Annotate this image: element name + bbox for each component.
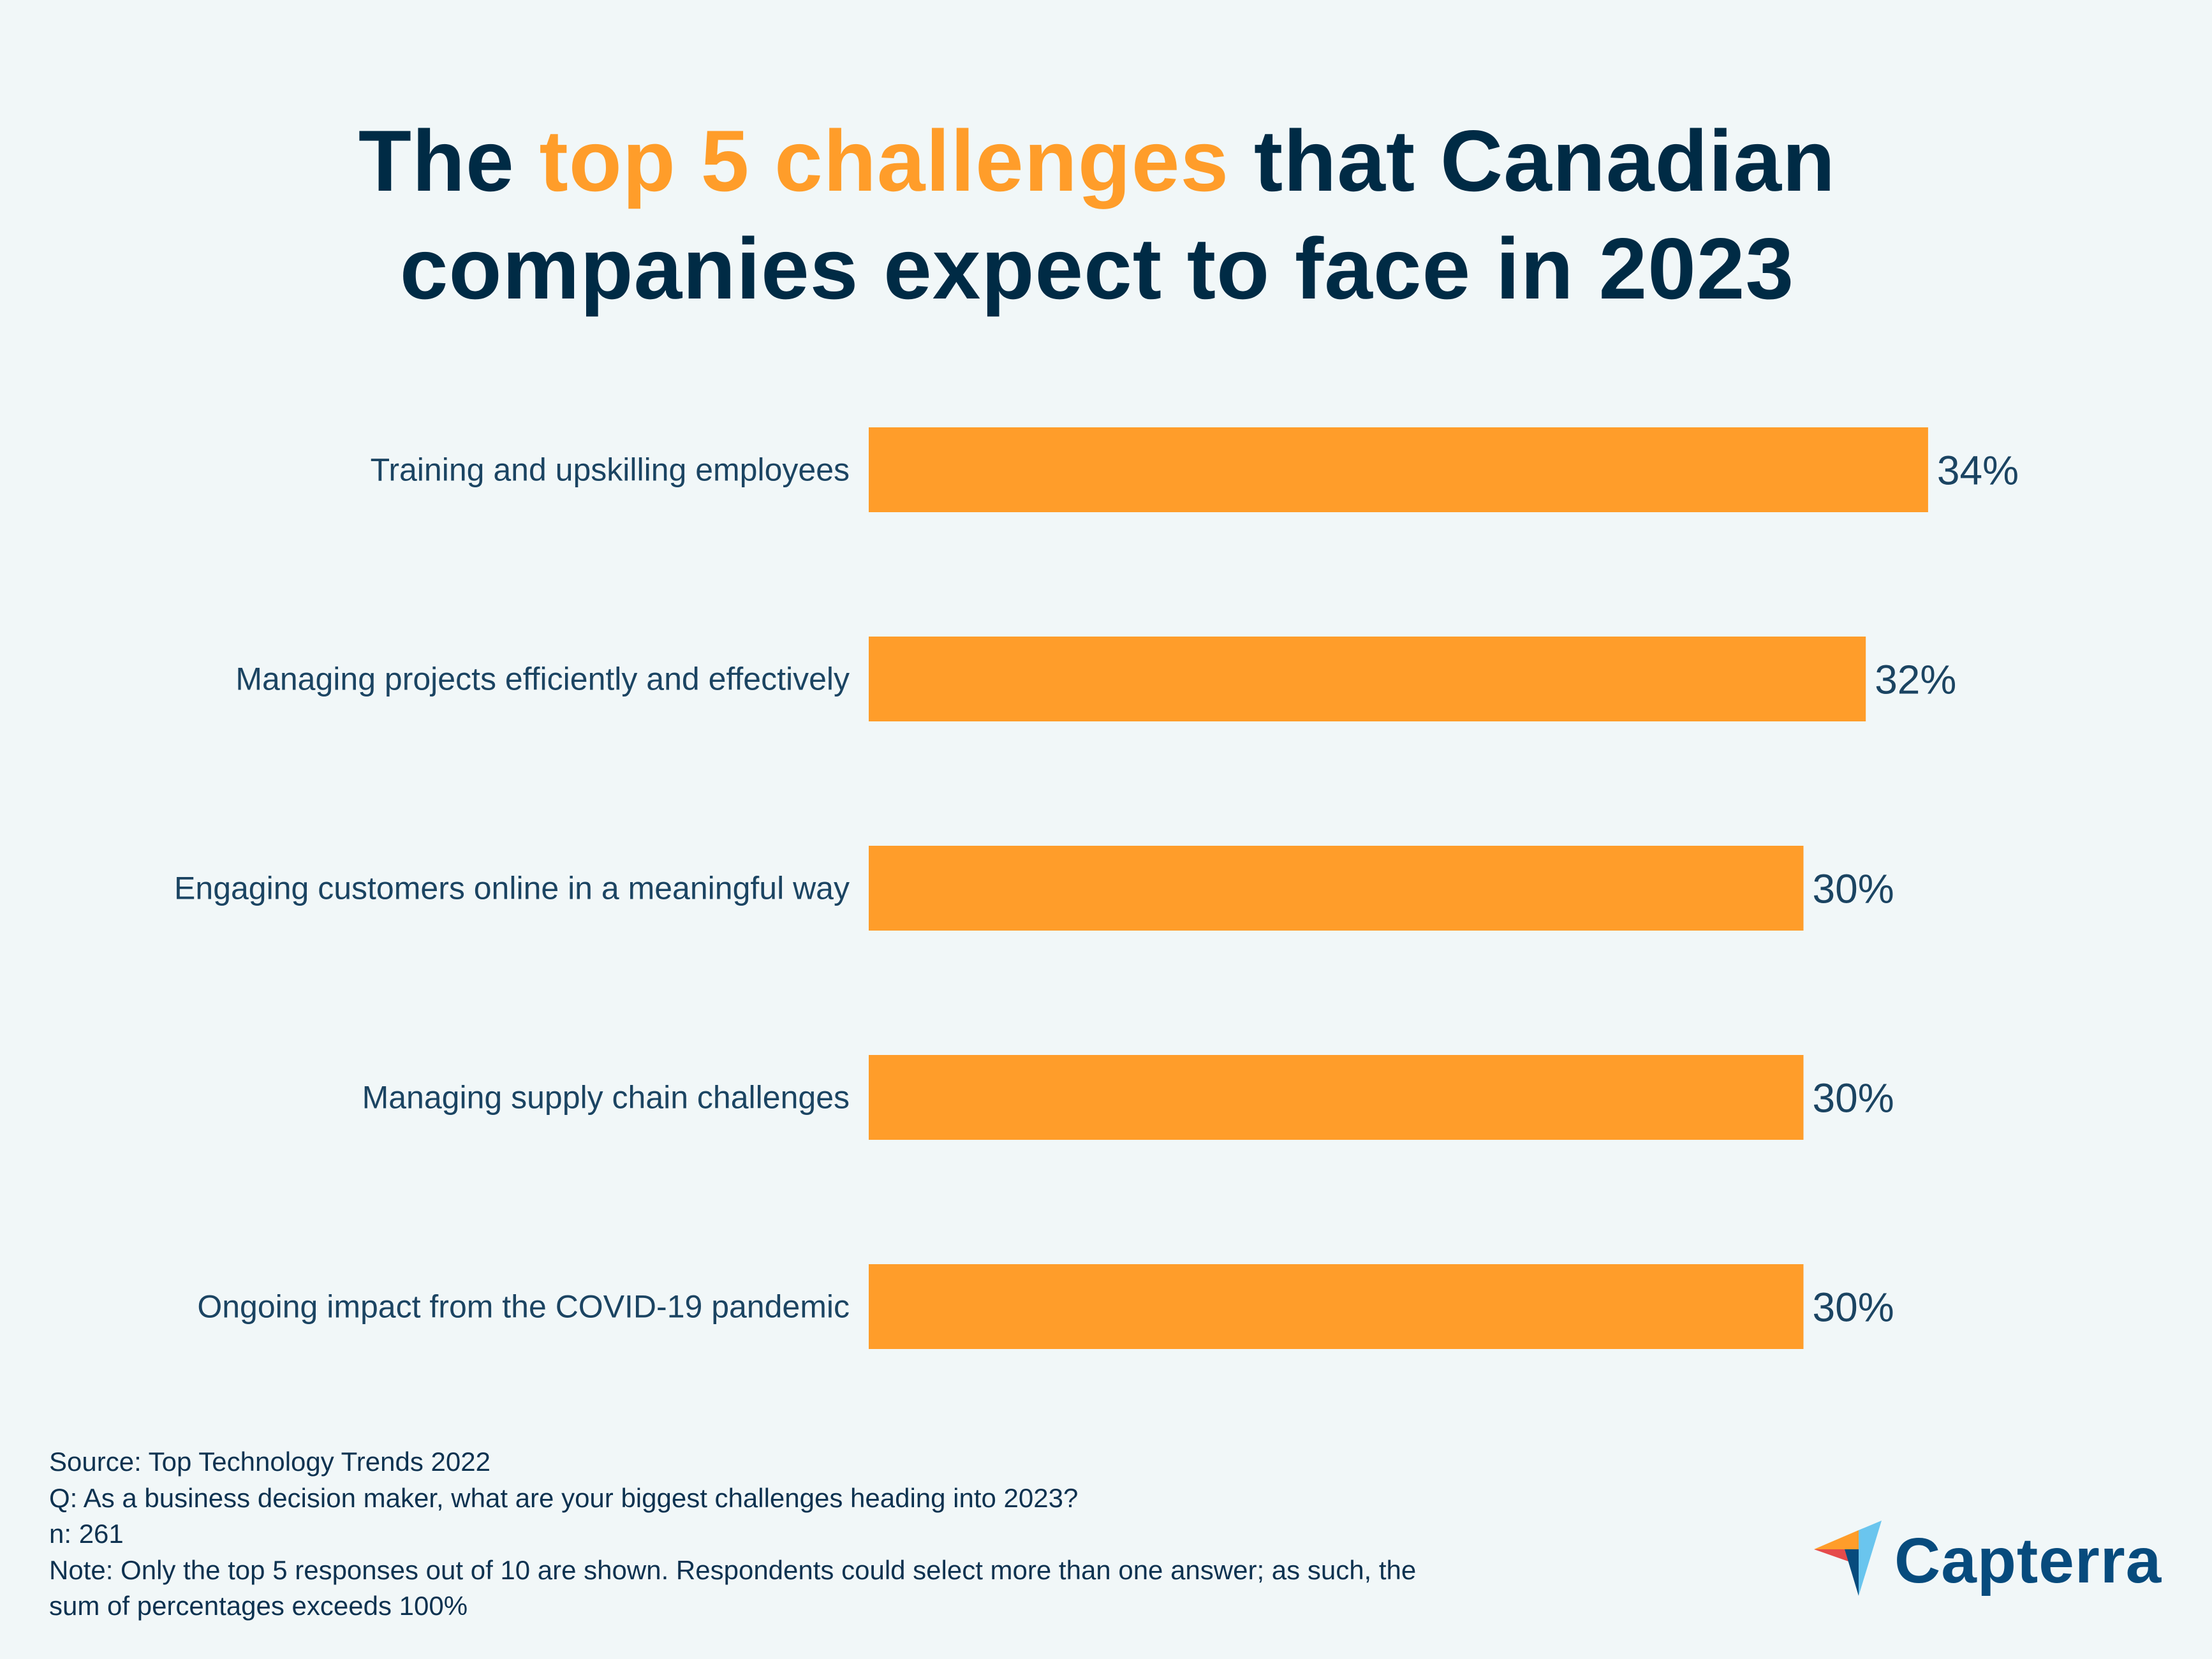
footer-sample-size: n: 261 — [49, 1519, 124, 1549]
bars-layer: Training and upskilling employees 34% Mana… — [174, 427, 2019, 1349]
footer-note: Note: Only the top 5 responses out of 10… — [49, 1554, 1417, 1585]
bar — [869, 427, 1928, 512]
chart-title: The top 5 challenges that Canadian compa… — [0, 107, 2194, 323]
category-label: Managing supply chain challenges — [362, 1080, 850, 1116]
value-label: 30% — [1813, 1075, 1894, 1121]
bar — [869, 1264, 1804, 1349]
chart-footer: Source: Top Technology Trends 2022 Q: As… — [49, 1444, 1416, 1625]
value-label: 30% — [1813, 866, 1894, 912]
title-text: The — [358, 112, 540, 209]
category-label: Engaging customers online in a meaningfu… — [174, 871, 850, 906]
bar-row: Managing supply chain challenges 30% — [362, 1055, 1894, 1140]
value-label: 30% — [1813, 1285, 1894, 1331]
title-line-2: companies expect to face in 2023 — [399, 220, 1795, 317]
footer-note-continued: sum of percentages exceeds 100% — [49, 1591, 468, 1621]
title-line-1: The top 5 challenges that Canadian — [0, 107, 2194, 215]
value-label: 34% — [1937, 448, 2019, 494]
title-highlight: top 5 challenges — [539, 112, 1230, 209]
category-label: Managing projects efficiently and effect… — [235, 661, 850, 697]
bar-row: Training and upskilling employees 34% — [371, 427, 2019, 512]
category-label: Training and upskilling employees — [371, 452, 850, 488]
category-label: Ongoing impact from the COVID-19 pandemi… — [197, 1289, 850, 1325]
bar-row: Engaging customers online in a meaningfu… — [174, 846, 1894, 931]
value-label: 32% — [1875, 657, 1956, 703]
title-text: that Canadian — [1229, 112, 1836, 209]
capterra-logo-icon — [1814, 1521, 1882, 1596]
capterra-wordmark: Capterra — [1894, 1525, 2162, 1596]
capterra-logo: Capterra — [1813, 1521, 2162, 1598]
footer-source: Source: Top Technology Trends 2022 — [49, 1447, 490, 1477]
bar — [869, 846, 1804, 931]
footer-question: Q: As a business decision maker, what ar… — [49, 1482, 1079, 1513]
bar-row: Ongoing impact from the COVID-19 pandemi… — [197, 1264, 1894, 1349]
bar-row: Managing projects efficiently and effect… — [235, 637, 1956, 721]
bar — [869, 1055, 1804, 1140]
bar — [869, 637, 1866, 721]
